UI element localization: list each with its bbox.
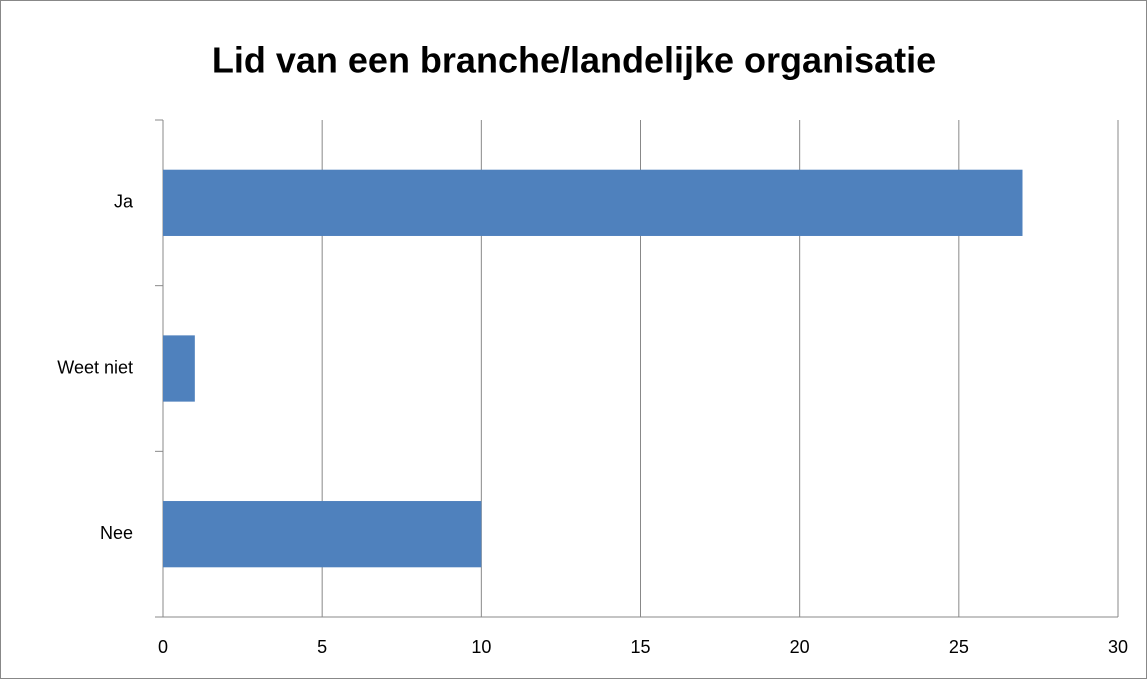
x-tick-label: 0 [158,637,168,657]
chart-title: Lid van een branche/landelijke organisat… [212,40,936,81]
y-tick-label: Ja [114,192,134,212]
x-tick-label: 20 [790,637,810,657]
x-tick-label: 25 [949,637,969,657]
bar [163,501,482,568]
x-tick-label: 5 [317,637,327,657]
x-tick-label: 15 [630,637,650,657]
x-tick-label: 10 [471,637,491,657]
y-tick-label: Weet niet [57,357,133,377]
x-tick-label: 30 [1108,637,1128,657]
y-tick-label: Nee [100,523,133,543]
bar [163,169,1023,236]
bar [163,335,195,402]
